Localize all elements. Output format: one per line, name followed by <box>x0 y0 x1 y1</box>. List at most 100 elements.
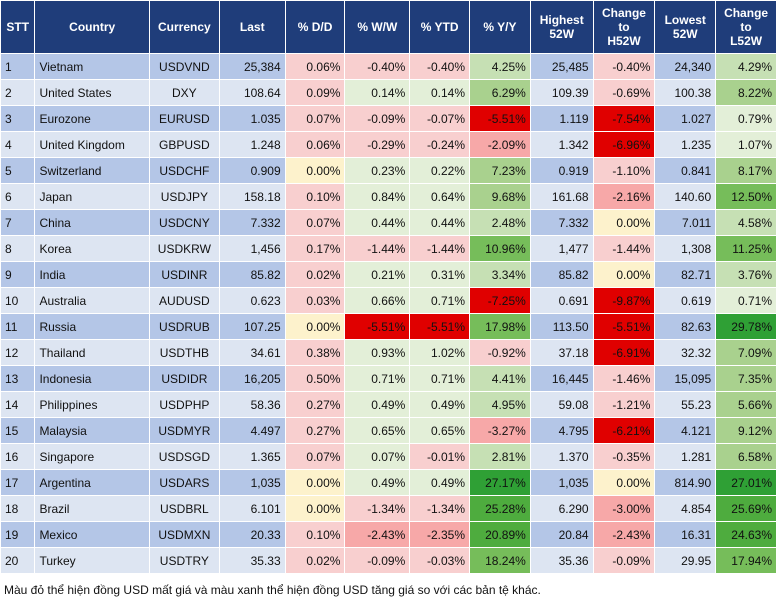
cell-change-l52w: 17.94% <box>716 548 776 573</box>
table-row: 11 Russia USDRUB 107.25 0.00% -5.51% -5.51% 17.… <box>1 314 776 339</box>
cell-stt: 6 <box>1 184 35 209</box>
cell-stt: 2 <box>1 80 35 105</box>
cell-pct-dd: 0.02% <box>285 548 345 573</box>
cell-pct-yy: 4.41% <box>470 366 530 391</box>
cell-pct-ww: -2.43% <box>345 522 410 547</box>
cell-currency: USDIDR <box>149 366 219 391</box>
cell-stt: 20 <box>1 548 35 573</box>
cell-currency: USDKRW <box>149 236 219 261</box>
cell-last: 58.36 <box>219 392 285 417</box>
cell-pct-ytd: -2.35% <box>410 522 470 547</box>
cell-country: Japan <box>35 184 149 209</box>
cell-highest-52w: 1,035 <box>530 470 593 495</box>
cell-country: Brazil <box>35 496 149 521</box>
cell-lowest-52w: 1,308 <box>655 236 716 261</box>
header-pct-ytd: % YTD <box>410 1 470 53</box>
cell-pct-ww: 0.21% <box>345 262 410 287</box>
table-row: 17 Argentina USDARS 1,035 0.00% 0.49% 0.49% 27.… <box>1 470 776 495</box>
cell-change-h52w: -0.40% <box>593 54 655 79</box>
cell-currency: GBPUSD <box>149 132 219 157</box>
cell-pct-ytd: 0.44% <box>410 210 470 235</box>
cell-pct-dd: 0.38% <box>285 340 345 365</box>
cell-pct-ytd: -1.34% <box>410 496 470 521</box>
cell-last: 85.82 <box>219 262 285 287</box>
cell-pct-ww: 0.93% <box>345 340 410 365</box>
cell-stt: 9 <box>1 262 35 287</box>
cell-lowest-52w: 0.841 <box>655 158 716 183</box>
cell-highest-52w: 35.36 <box>530 548 593 573</box>
cell-pct-ww: -0.29% <box>345 132 410 157</box>
cell-change-h52w: -0.69% <box>593 80 655 105</box>
cell-change-l52w: 0.79% <box>716 106 776 131</box>
cell-change-l52w: 3.76% <box>716 262 776 287</box>
cell-country: Vietnam <box>35 54 149 79</box>
cell-pct-yy: 6.29% <box>470 80 530 105</box>
cell-pct-ww: -0.09% <box>345 106 410 131</box>
cell-change-l52w: 12.50% <box>716 184 776 209</box>
cell-currency: USDPHP <box>149 392 219 417</box>
cell-pct-yy: 7.23% <box>470 158 530 183</box>
cell-pct-dd: 0.00% <box>285 314 345 339</box>
cell-pct-ww: 0.23% <box>345 158 410 183</box>
cell-lowest-52w: 1.235 <box>655 132 716 157</box>
cell-change-l52w: 8.22% <box>716 80 776 105</box>
cell-stt: 10 <box>1 288 35 313</box>
table-row: 16 Singapore USDSGD 1.365 0.07% 0.07% -0.01% 2.… <box>1 444 776 469</box>
cell-pct-ytd: 0.14% <box>410 80 470 105</box>
cell-pct-yy: -7.25% <box>470 288 530 313</box>
cell-pct-ytd: -1.44% <box>410 236 470 261</box>
cell-change-l52w: 8.17% <box>716 158 776 183</box>
cell-stt: 14 <box>1 392 35 417</box>
cell-highest-52w: 113.50 <box>530 314 593 339</box>
cell-country: Mexico <box>35 522 149 547</box>
cell-last: 7.332 <box>219 210 285 235</box>
cell-last: 107.25 <box>219 314 285 339</box>
table-row: 7 China USDCNY 7.332 0.07% 0.44% 0.44% 2.48% 7.3… <box>1 210 776 235</box>
cell-pct-dd: 0.07% <box>285 210 345 235</box>
cell-pct-ytd: 1.02% <box>410 340 470 365</box>
cell-currency: USDRUB <box>149 314 219 339</box>
cell-lowest-52w: 1.281 <box>655 444 716 469</box>
cell-pct-ww: 0.14% <box>345 80 410 105</box>
cell-pct-ww: -1.34% <box>345 496 410 521</box>
cell-pct-dd: 0.50% <box>285 366 345 391</box>
cell-pct-ww: -0.09% <box>345 548 410 573</box>
cell-change-l52w: 7.35% <box>716 366 776 391</box>
cell-pct-dd: 0.27% <box>285 418 345 443</box>
cell-country: China <box>35 210 149 235</box>
cell-lowest-52w: 32.32 <box>655 340 716 365</box>
cell-pct-ytd: -0.03% <box>410 548 470 573</box>
table-header-row: STT Country Currency Last % D/D % W/W % … <box>1 1 776 53</box>
cell-lowest-52w: 7.011 <box>655 210 716 235</box>
cell-pct-yy: -3.27% <box>470 418 530 443</box>
cell-pct-dd: 0.07% <box>285 444 345 469</box>
table-row: 13 Indonesia USDIDR 16,205 0.50% 0.71% 0.71% 4.… <box>1 366 776 391</box>
cell-pct-dd: 0.02% <box>285 262 345 287</box>
cell-highest-52w: 1.342 <box>530 132 593 157</box>
cell-stt: 18 <box>1 496 35 521</box>
cell-change-l52w: 0.71% <box>716 288 776 313</box>
cell-pct-ytd: 0.64% <box>410 184 470 209</box>
cell-lowest-52w: 1.027 <box>655 106 716 131</box>
cell-change-l52w: 11.25% <box>716 236 776 261</box>
cell-pct-yy: 9.68% <box>470 184 530 209</box>
cell-change-l52w: 29.78% <box>716 314 776 339</box>
cell-country: Argentina <box>35 470 149 495</box>
cell-pct-ytd: 0.49% <box>410 470 470 495</box>
cell-pct-dd: 0.06% <box>285 132 345 157</box>
cell-last: 4.497 <box>219 418 285 443</box>
cell-pct-ytd: -5.51% <box>410 314 470 339</box>
cell-change-h52w: -1.21% <box>593 392 655 417</box>
table-row: 19 Mexico USDMXN 20.33 0.10% -2.43% -2.35% 20.8… <box>1 522 776 547</box>
cell-pct-dd: 0.10% <box>285 184 345 209</box>
table-body: 1 Vietnam USDVND 25,384 0.06% -0.40% -0.40% 4.2… <box>1 54 776 573</box>
cell-last: 158.18 <box>219 184 285 209</box>
cell-pct-ww: 0.71% <box>345 366 410 391</box>
table-row: 14 Philippines USDPHP 58.36 0.27% 0.49% 0.49% 4… <box>1 392 776 417</box>
cell-pct-yy: 4.95% <box>470 392 530 417</box>
cell-pct-ww: -0.40% <box>345 54 410 79</box>
cell-pct-yy: 25.28% <box>470 496 530 521</box>
cell-change-h52w: -3.00% <box>593 496 655 521</box>
cell-lowest-52w: 4.854 <box>655 496 716 521</box>
header-change-h52w: Change to H52W <box>593 1 655 53</box>
